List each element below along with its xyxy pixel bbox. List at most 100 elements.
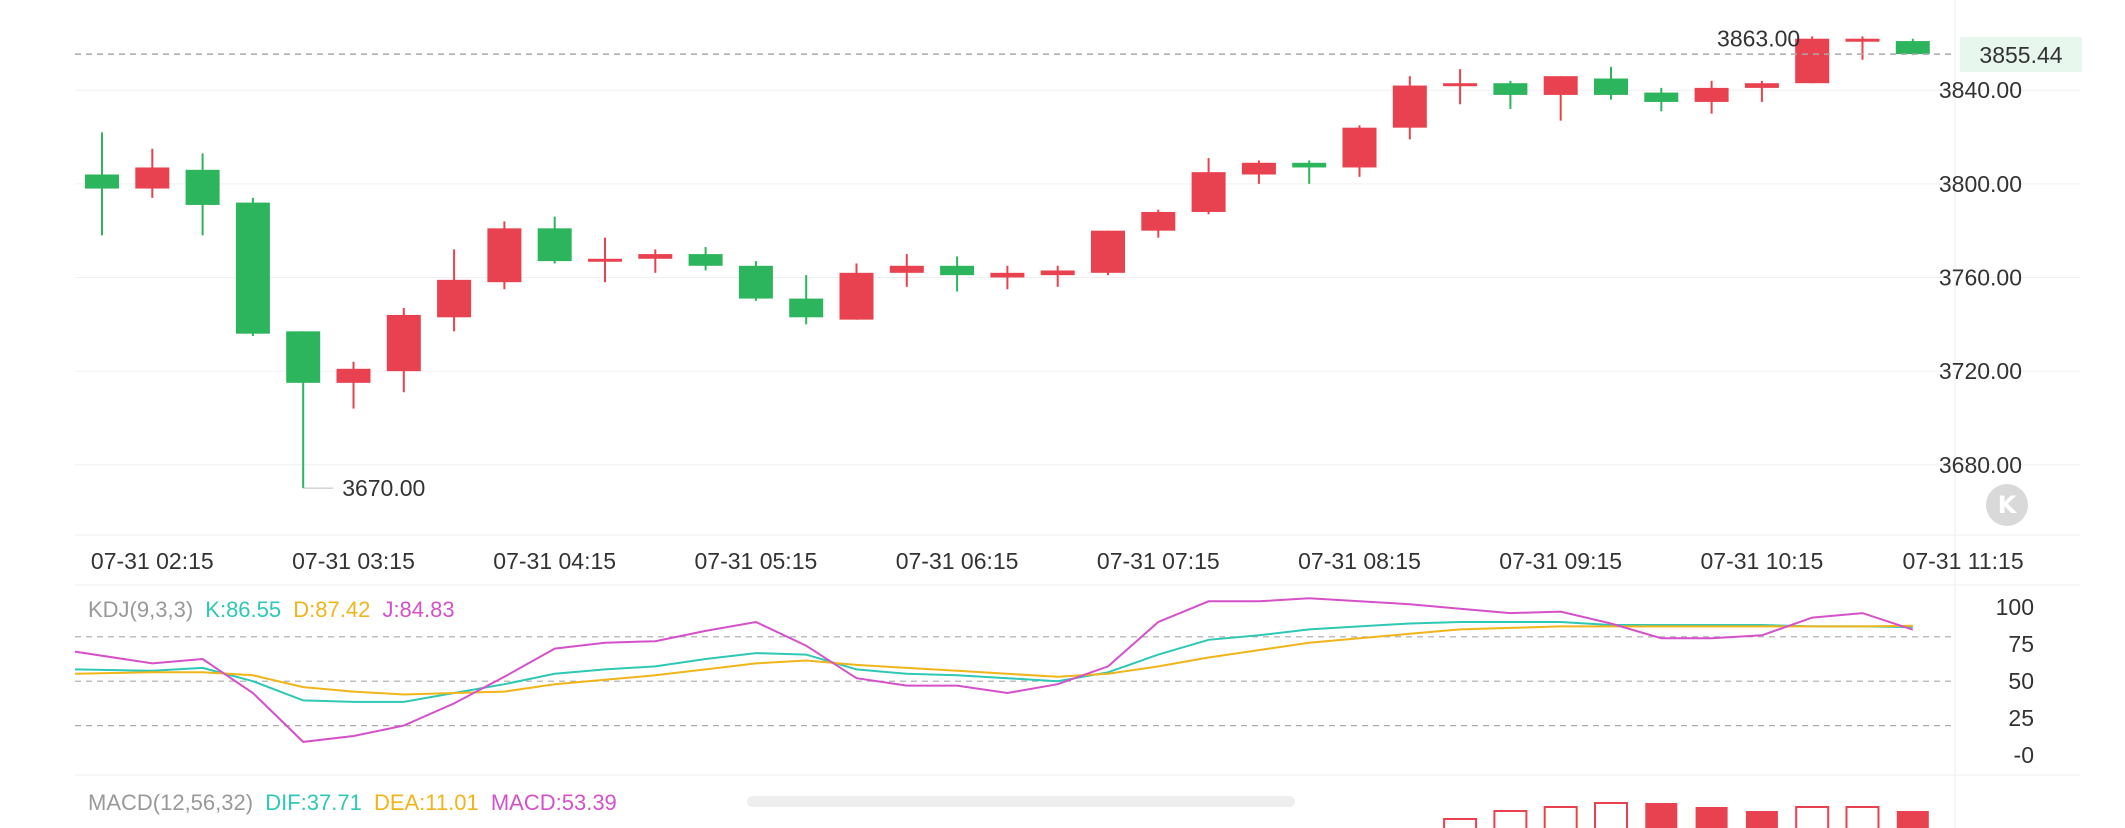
- kdj-legend-d: D:87.42: [293, 597, 370, 622]
- k-icon: K: [1997, 491, 2017, 519]
- candle-body: [889, 265, 924, 273]
- candle-body: [1644, 92, 1679, 102]
- time-tick-label: 07-31 03:15: [292, 548, 415, 574]
- last-price-badge: [1960, 37, 2082, 73]
- candle[interactable]: [990, 265, 1025, 290]
- candle[interactable]: [286, 331, 321, 489]
- kdj-tick-label: 25: [2008, 705, 2034, 731]
- candle[interactable]: [1342, 125, 1377, 177]
- candle[interactable]: [1694, 80, 1729, 114]
- candle-body: [1493, 83, 1528, 95]
- candle-body: [286, 331, 321, 383]
- candle[interactable]: [1744, 80, 1779, 102]
- candle[interactable]: [185, 153, 220, 236]
- candle[interactable]: [1141, 209, 1176, 238]
- candle[interactable]: [1493, 80, 1528, 109]
- candle-body: [1292, 162, 1327, 168]
- kdj-tick-label: 100: [1996, 594, 2034, 620]
- candle-body: [1744, 83, 1779, 88]
- candle[interactable]: [1040, 265, 1075, 287]
- candle[interactable]: [1543, 76, 1578, 121]
- price-axis: 3680.00 3720.00 3760.00 3800.00 3840.00: [1939, 77, 2022, 478]
- candle[interactable]: [839, 263, 874, 320]
- candle-body: [1091, 230, 1125, 273]
- candle-body: [940, 265, 975, 276]
- price-annotations: 3855.44 3863.00 3670.00: [75, 25, 2082, 501]
- kdj-legend: KDJ(9,3,3) K:86.55 D:87.42 J:84.83: [88, 597, 455, 622]
- macd-bar: [1695, 807, 1728, 828]
- candle[interactable]: [1191, 158, 1226, 215]
- candle[interactable]: [336, 361, 371, 409]
- candle[interactable]: [789, 275, 824, 325]
- candle[interactable]: [1895, 38, 1930, 56]
- candle-body: [588, 258, 622, 262]
- candle-body: [1694, 87, 1729, 102]
- candle[interactable]: [1594, 66, 1628, 100]
- reset-view-button[interactable]: K: [1986, 484, 2028, 526]
- candle[interactable]: [738, 261, 773, 301]
- candle[interactable]: [1241, 160, 1276, 184]
- candle-body: [1594, 78, 1628, 95]
- candle-body: [1392, 85, 1427, 128]
- price-tick-label: 3800.00: [1939, 171, 2022, 197]
- candle[interactable]: [638, 249, 673, 273]
- candle[interactable]: [1795, 36, 1830, 84]
- kdj-legend-name: KDJ(9,3,3): [88, 597, 193, 622]
- candle[interactable]: [487, 221, 522, 290]
- candle-body: [1342, 127, 1377, 168]
- candle[interactable]: [1443, 69, 1478, 105]
- kdj-legend-j: J:84.83: [382, 597, 454, 622]
- candle[interactable]: [235, 197, 270, 337]
- macd-bar: [1443, 818, 1478, 828]
- kdj-line-d: [74, 624, 1913, 696]
- candle[interactable]: [1845, 36, 1880, 60]
- candle[interactable]: [437, 249, 472, 332]
- macd-bar: [1896, 811, 1929, 828]
- candle[interactable]: [1292, 160, 1327, 184]
- candle-body: [487, 228, 522, 283]
- time-tick-label: 07-31 05:15: [695, 548, 818, 574]
- candle-body: [990, 272, 1025, 278]
- candle[interactable]: [85, 132, 119, 236]
- macd-bar: [1543, 806, 1578, 828]
- candle[interactable]: [940, 256, 975, 292]
- candle-body: [638, 254, 673, 259]
- price-tick-label: 3720.00: [1939, 358, 2022, 384]
- candle-body: [135, 167, 170, 189]
- candle[interactable]: [588, 237, 622, 283]
- kdj-lines: [74, 597, 1914, 743]
- candle[interactable]: [1392, 76, 1427, 140]
- macd-legend-macd: MACD:53.39: [491, 790, 617, 815]
- candle-body: [537, 228, 572, 262]
- kdj-grid: [75, 584, 2080, 776]
- price-panel[interactable]: 3680.00 3720.00 3760.00 3800.00 3840.00 3855…: [75, 0, 2082, 828]
- candle[interactable]: [537, 216, 572, 264]
- macd-bar: [1645, 803, 1678, 828]
- candle-body: [1895, 41, 1930, 55]
- macd-bar: [1845, 806, 1880, 828]
- kdj-axis: 100 75 50 25 -0: [1996, 594, 2034, 768]
- kdj-panel[interactable]: 100 75 50 25 -0 KDJ(9,3,3) K:86.55 D:87.42 J…: [74, 584, 2080, 776]
- candle[interactable]: [135, 148, 170, 198]
- kdj-legend-k: K:86.55: [205, 597, 281, 622]
- kdj-line-j: [74, 597, 1914, 743]
- scrollbar[interactable]: [747, 796, 1295, 807]
- time-tick-label: 07-31 08:15: [1298, 548, 1421, 574]
- macd-panel[interactable]: MACD(12,56,32) DIF:37.71 DEA:11.01 MACD:…: [88, 790, 1929, 828]
- candle[interactable]: [1644, 87, 1679, 112]
- price-tick-label: 3680.00: [1939, 452, 2022, 478]
- candle-body: [1795, 38, 1830, 84]
- candle-body: [437, 279, 472, 318]
- candle[interactable]: [889, 254, 924, 287]
- last-price-label: 3855.44: [1979, 42, 2062, 68]
- kdj-tick-label: 75: [2008, 631, 2034, 657]
- macd-legend-name: MACD(12,56,32): [88, 790, 253, 815]
- candle[interactable]: [1091, 230, 1125, 276]
- candle-body: [789, 298, 824, 318]
- candle[interactable]: [386, 307, 421, 393]
- candle[interactable]: [688, 247, 723, 271]
- candles[interactable]: [85, 36, 1930, 489]
- time-tick-label: 07-31 11:15: [1903, 548, 2024, 574]
- candle-body: [839, 272, 874, 320]
